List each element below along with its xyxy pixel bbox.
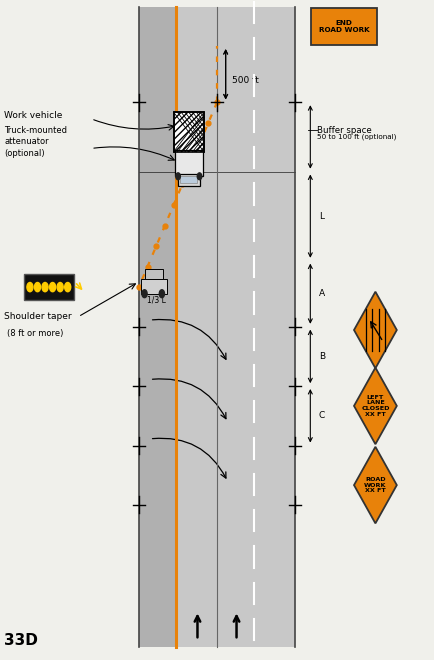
Circle shape — [34, 282, 40, 292]
Text: 33D: 33D — [4, 633, 38, 647]
Text: (8 ft or more): (8 ft or more) — [7, 329, 63, 338]
Text: 1/3 L: 1/3 L — [147, 296, 165, 305]
Bar — [174, 112, 204, 152]
Bar — [145, 269, 163, 279]
Text: 500 ft: 500 ft — [232, 77, 259, 85]
Bar — [181, 176, 197, 183]
Circle shape — [57, 282, 63, 292]
Text: C: C — [319, 411, 325, 420]
Text: END
ROAD WORK: END ROAD WORK — [319, 20, 369, 33]
Polygon shape — [354, 447, 397, 523]
Bar — [176, 7, 295, 647]
FancyBboxPatch shape — [311, 8, 377, 45]
Text: A: A — [319, 289, 325, 298]
Polygon shape — [354, 292, 397, 368]
Text: B: B — [319, 352, 325, 361]
Bar — [174, 150, 203, 176]
Circle shape — [159, 290, 164, 298]
Circle shape — [142, 290, 147, 298]
Bar — [178, 174, 200, 186]
Text: Work vehicle: Work vehicle — [4, 111, 63, 120]
Text: L: L — [319, 212, 324, 220]
Bar — [141, 279, 167, 294]
Bar — [174, 112, 204, 152]
Circle shape — [197, 173, 202, 180]
Bar — [24, 274, 74, 300]
Text: ROAD
WORK
XX FT: ROAD WORK XX FT — [364, 477, 387, 494]
Circle shape — [49, 282, 56, 292]
Polygon shape — [354, 368, 397, 444]
Circle shape — [42, 282, 48, 292]
Bar — [139, 7, 176, 647]
Text: Buffer space: Buffer space — [317, 126, 372, 135]
Circle shape — [176, 173, 181, 180]
Circle shape — [65, 282, 71, 292]
Text: 50 to 100 ft (optional): 50 to 100 ft (optional) — [317, 134, 396, 140]
Text: Truck-mounted
attenuator
(optional): Truck-mounted attenuator (optional) — [4, 126, 67, 158]
Text: LEFT
LANE
CLOSED
XX FT: LEFT LANE CLOSED XX FT — [361, 395, 390, 417]
Text: Shoulder taper: Shoulder taper — [4, 312, 72, 321]
Circle shape — [27, 282, 33, 292]
